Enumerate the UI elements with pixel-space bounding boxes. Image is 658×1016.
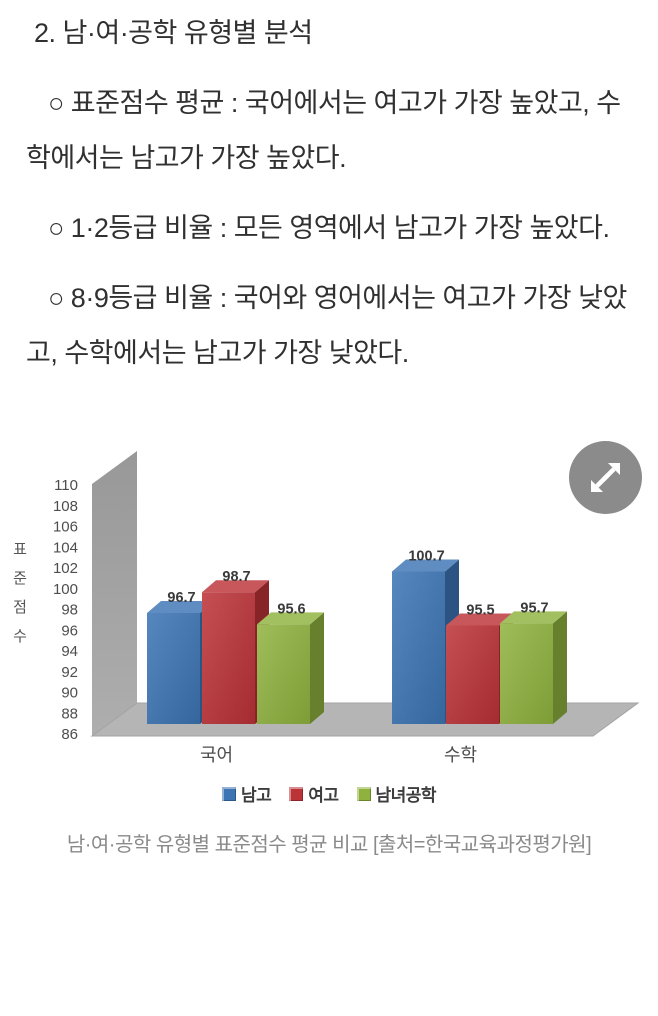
article-heading: 2. 남·여·공학 유형별 분석	[34, 18, 313, 48]
y-tick-label: 94	[61, 643, 78, 660]
y-axis-title-char: 점	[13, 599, 27, 616]
figure-caption: 남·여·공학 유형별 표준점수 평균 비교 [출처=한국교육과정평가원]	[66, 834, 592, 856]
y-tick-label: 104	[53, 539, 78, 556]
legend-label: 남녀공학	[375, 786, 437, 805]
legend-label: 남고	[240, 786, 272, 805]
y-tick-label: 98	[61, 602, 78, 619]
x-category-label: 국어	[200, 745, 233, 765]
bar-남녀공학-수학: 95.7	[500, 600, 567, 724]
figure-chart: 86 88 90 92 94 96 98 100 102 104 106 108 110 표 준 점 수 96.7…	[0, 439, 658, 862]
article-text: 2. 남·여·공학 유형별 분석 ○ 표준점수 평균 : 국어에서는 여고가 가…	[0, 0, 658, 381]
y-tick-label: 102	[53, 560, 78, 577]
legend-item-남고: 남고	[221, 781, 272, 806]
y-tick-label: 108	[53, 498, 78, 515]
legend-swatch-icon	[356, 786, 371, 801]
y-tick-label: 90	[61, 685, 78, 702]
bar-value-label: 95.7	[520, 600, 548, 616]
bar-value-label: 95.5	[466, 602, 494, 618]
y-tick-label: 88	[61, 705, 78, 722]
article-bullet-3: ○ 8·9등급 비율 : 국어와 영어에서는 여고가 가장 낮았고, 수학에서는…	[26, 283, 627, 368]
legend-swatch-icon	[221, 786, 236, 801]
legend-item-남녀공학: 남녀공학	[356, 781, 437, 806]
y-axis-title-char: 수	[13, 628, 27, 645]
y-axis-title-char: 준	[13, 570, 27, 587]
article-bullet-2: ○ 1·2등급 비율 : 모든 영역에서 남고가 가장 높았다.	[48, 213, 610, 243]
y-tick-label: 106	[53, 519, 78, 536]
chart-svg: 86 88 90 92 94 96 98 100 102 104 106 108 110 표준점수 96.7…	[13, 451, 640, 765]
bar-남녀공학-국어: 95.6	[257, 601, 324, 724]
chart-3d-wall	[92, 451, 137, 736]
x-category-label: 수학	[444, 745, 477, 765]
chart-dynamic: 86 88 90 92 94 96 98 100 102 104 106 108 110 표준점수 96.7…	[13, 477, 567, 765]
legend-swatch-icon	[289, 786, 304, 801]
y-tick-label: 100	[53, 581, 78, 598]
y-tick-label: 96	[61, 622, 78, 639]
legend-label: 여고	[308, 786, 339, 805]
chart-area: 86 88 90 92 94 96 98 100 102 104 106 108 110 표 준 점 수 96.7…	[0, 439, 658, 811]
bar-value-label: 98.7	[222, 569, 250, 585]
legend-item-여고: 여고	[289, 781, 339, 806]
y-tick-label: 92	[61, 664, 78, 681]
chart-legend: 남고 여고 남녀공학	[0, 781, 658, 806]
expand-arrows-icon	[591, 463, 620, 492]
expand-button[interactable]	[569, 441, 642, 514]
bar-value-label: 96.7	[167, 590, 195, 606]
y-tick-label: 86	[61, 726, 78, 743]
bar-value-label: 95.6	[277, 601, 305, 617]
y-axis-title-char: 표	[13, 541, 27, 558]
bar-value-label: 100.7	[408, 548, 444, 564]
article-bullet-1: ○ 표준점수 평균 : 국어에서는 여고가 가장 높았고, 수학에서는 남고가 …	[26, 88, 621, 173]
y-tick-label: 110	[54, 477, 78, 494]
